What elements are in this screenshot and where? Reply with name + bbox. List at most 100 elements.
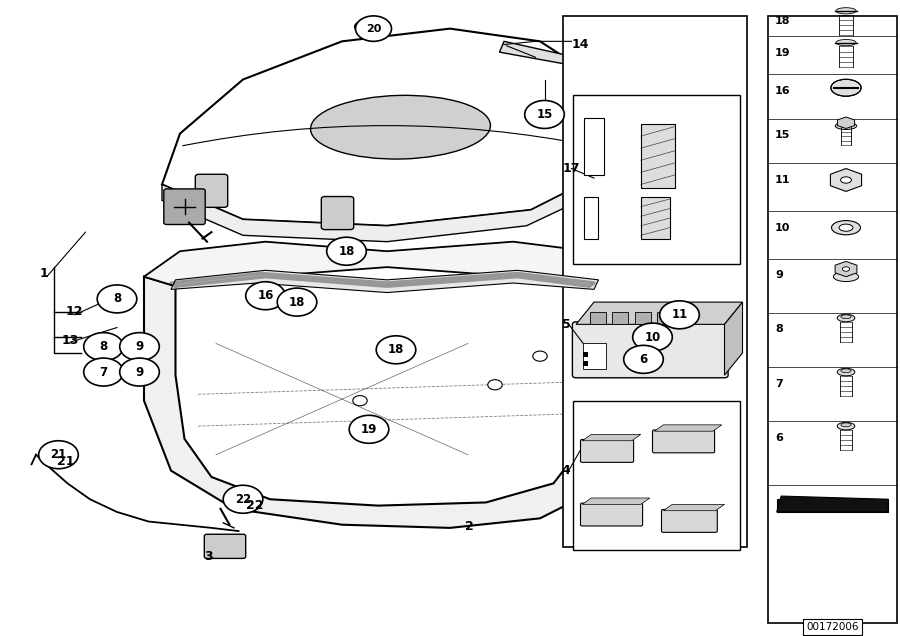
- Text: 15: 15: [775, 130, 790, 141]
- Polygon shape: [654, 425, 722, 431]
- Ellipse shape: [355, 20, 383, 34]
- Ellipse shape: [832, 221, 860, 235]
- FancyBboxPatch shape: [572, 322, 728, 378]
- Text: 9: 9: [135, 366, 144, 378]
- Ellipse shape: [836, 8, 856, 14]
- Circle shape: [84, 333, 123, 361]
- Bar: [583, 361, 588, 366]
- Circle shape: [349, 415, 389, 443]
- FancyBboxPatch shape: [580, 439, 634, 462]
- Polygon shape: [582, 434, 641, 441]
- Text: 13: 13: [61, 334, 78, 347]
- Text: 21: 21: [50, 448, 67, 461]
- Text: 5: 5: [562, 318, 571, 331]
- Text: 8: 8: [99, 340, 108, 353]
- Text: 4: 4: [562, 464, 571, 477]
- Text: 16: 16: [775, 86, 790, 96]
- Text: 18: 18: [289, 296, 305, 308]
- Circle shape: [327, 237, 366, 265]
- Bar: [584, 197, 598, 238]
- Circle shape: [353, 396, 367, 406]
- Polygon shape: [835, 261, 857, 277]
- Ellipse shape: [841, 315, 851, 319]
- Bar: [583, 352, 588, 357]
- Polygon shape: [777, 499, 888, 512]
- Bar: [562, 16, 747, 547]
- Polygon shape: [171, 270, 598, 293]
- Text: 10: 10: [775, 223, 790, 233]
- Polygon shape: [663, 504, 724, 511]
- Circle shape: [633, 323, 672, 351]
- Circle shape: [376, 336, 416, 364]
- Polygon shape: [724, 302, 742, 375]
- Text: 9: 9: [775, 270, 783, 280]
- Circle shape: [120, 358, 159, 386]
- Text: 17: 17: [562, 162, 580, 175]
- Ellipse shape: [831, 80, 861, 96]
- Bar: [573, 401, 740, 550]
- Text: 20: 20: [365, 24, 382, 34]
- Text: 6: 6: [639, 353, 648, 366]
- Text: 12: 12: [66, 305, 83, 318]
- Text: 19: 19: [775, 48, 790, 58]
- Text: 8: 8: [112, 293, 122, 305]
- Bar: [641, 197, 670, 238]
- Text: 10: 10: [644, 331, 661, 343]
- Bar: [641, 124, 675, 188]
- Bar: [583, 343, 606, 369]
- Circle shape: [277, 288, 317, 316]
- Ellipse shape: [837, 422, 855, 430]
- Text: 3: 3: [204, 550, 213, 563]
- Text: 18: 18: [388, 343, 404, 356]
- Ellipse shape: [839, 224, 853, 232]
- Polygon shape: [162, 178, 594, 242]
- Ellipse shape: [837, 314, 855, 322]
- Text: 8: 8: [775, 324, 783, 335]
- Text: 14: 14: [572, 38, 589, 51]
- Ellipse shape: [841, 369, 851, 373]
- FancyBboxPatch shape: [195, 174, 228, 207]
- Ellipse shape: [841, 177, 851, 183]
- Polygon shape: [144, 277, 626, 528]
- Text: 11: 11: [671, 308, 688, 321]
- Ellipse shape: [833, 272, 859, 282]
- Ellipse shape: [835, 122, 857, 130]
- Polygon shape: [144, 242, 621, 286]
- Polygon shape: [162, 29, 617, 226]
- Bar: [612, 312, 628, 324]
- Text: 00172006: 00172006: [806, 622, 859, 632]
- Text: 22: 22: [235, 493, 251, 506]
- Ellipse shape: [310, 95, 491, 159]
- Circle shape: [533, 351, 547, 361]
- Circle shape: [120, 333, 159, 361]
- Text: 18: 18: [775, 16, 790, 26]
- Polygon shape: [576, 302, 742, 324]
- Text: 22: 22: [246, 499, 263, 512]
- Circle shape: [246, 282, 285, 310]
- Polygon shape: [777, 496, 888, 512]
- Polygon shape: [837, 117, 855, 128]
- Text: 7: 7: [775, 378, 783, 389]
- Ellipse shape: [841, 423, 851, 427]
- Text: 19: 19: [361, 423, 377, 436]
- FancyBboxPatch shape: [652, 430, 715, 453]
- Circle shape: [97, 285, 137, 313]
- FancyBboxPatch shape: [204, 534, 246, 558]
- Circle shape: [39, 441, 78, 469]
- Text: 2: 2: [465, 520, 474, 533]
- Ellipse shape: [836, 39, 856, 46]
- Polygon shape: [500, 41, 580, 67]
- Bar: [590, 312, 606, 324]
- Bar: [584, 118, 604, 175]
- Bar: [657, 312, 673, 324]
- Text: 6: 6: [775, 432, 783, 443]
- Ellipse shape: [842, 266, 850, 271]
- Circle shape: [624, 345, 663, 373]
- Text: 9: 9: [135, 340, 144, 353]
- Text: 11: 11: [775, 175, 790, 185]
- Text: 15: 15: [536, 108, 553, 121]
- Text: 16: 16: [257, 289, 274, 302]
- FancyBboxPatch shape: [580, 503, 643, 526]
- FancyBboxPatch shape: [321, 197, 354, 230]
- Text: 7: 7: [99, 366, 108, 378]
